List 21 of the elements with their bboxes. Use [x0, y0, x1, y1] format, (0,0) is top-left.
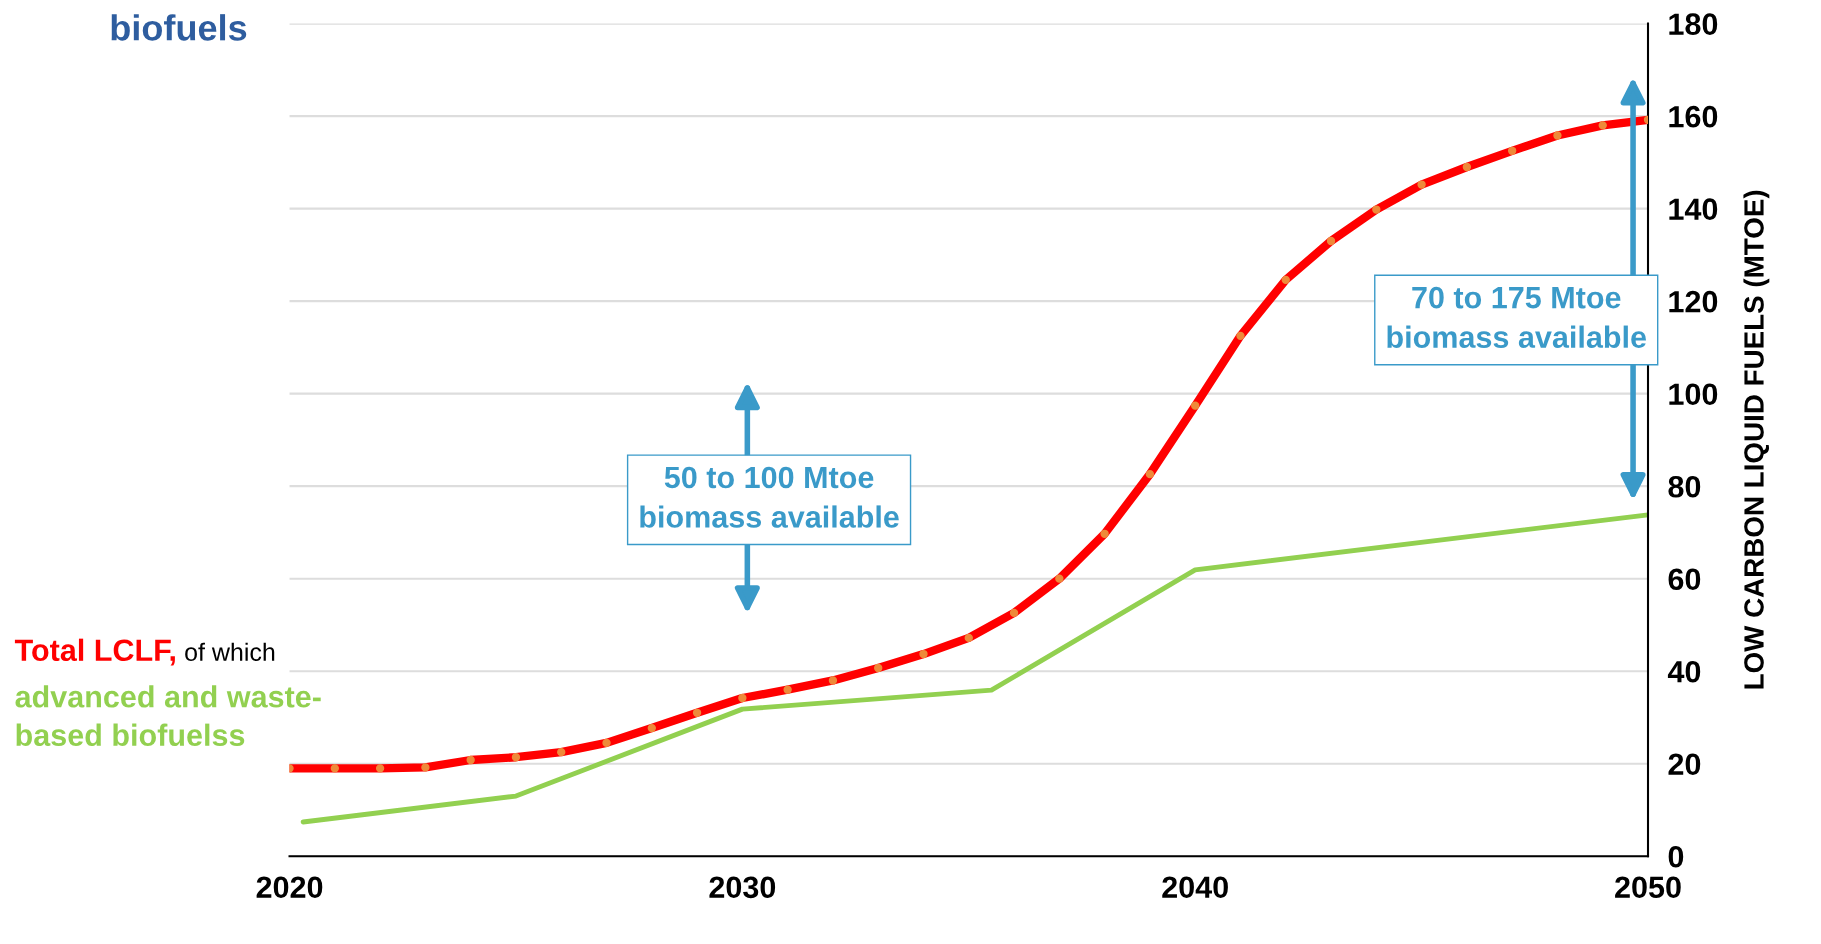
y-tick-label: 120	[1669, 290, 1718, 313]
chart-title: biofuels	[111, 14, 247, 41]
x-tick-label: 2050	[1615, 876, 1681, 899]
y-tick-label: 20	[1668, 753, 1701, 776]
y-tick-label: 80	[1668, 475, 1701, 498]
x-tick-label: 2020	[256, 876, 323, 899]
y-tick-label: 0	[1668, 845, 1684, 868]
y-tick-label: 140	[1669, 198, 1718, 220]
y-tick-label: 40	[1667, 660, 1701, 683]
y-axis-title: LOW CARBON LIQUID FUELS (MTOE)	[1743, 190, 1770, 689]
text: advanced and waste- based biofuelss	[15, 685, 321, 747]
annotation: 50 to 100 Mtoe biomass available	[640, 466, 899, 528]
y-tick-label: 160	[1669, 105, 1718, 128]
text: of which	[185, 642, 275, 662]
y-tick-label: 100	[1669, 383, 1718, 406]
text: Total LCLF,	[14, 638, 175, 666]
y-tick-label: 180	[1669, 13, 1718, 35]
x-tick-label: 2040	[1162, 876, 1228, 899]
x-tick-label: 2030	[709, 876, 776, 899]
y-tick-label: 60	[1668, 568, 1701, 591]
annotation: 70 to 175 Mtoe biomass available	[1387, 286, 1646, 348]
